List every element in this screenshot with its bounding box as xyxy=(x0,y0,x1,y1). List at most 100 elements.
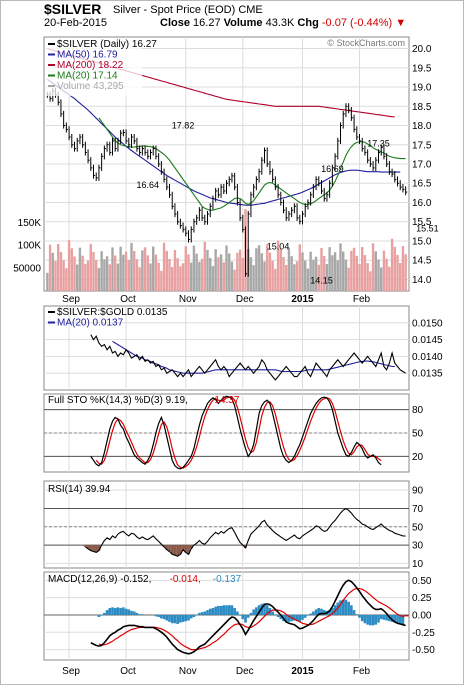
volume-bar xyxy=(138,267,141,291)
description-text: Silver - Spot Price (EOD) xyxy=(113,4,236,16)
rsi-oversold-fill xyxy=(83,545,87,547)
volume-bar xyxy=(51,252,54,291)
macd-histogram-bar xyxy=(230,605,234,615)
volume-bar xyxy=(103,259,106,291)
volume-bar xyxy=(181,263,185,291)
price-legend-box xyxy=(46,38,142,96)
volume-bar xyxy=(298,244,301,291)
volume-ytick-label: 150K xyxy=(18,218,42,229)
volume-bar xyxy=(399,263,402,291)
volume-bar xyxy=(306,268,310,291)
price-xtick-label: 2015 xyxy=(291,294,314,305)
price-ytick-label: 18.0 xyxy=(412,121,432,132)
volume-bar xyxy=(369,271,372,291)
volume-bar xyxy=(152,246,155,291)
macd-histogram-bar xyxy=(358,614,361,618)
down-arrow-icon: ▼ xyxy=(395,17,407,29)
volume-bar xyxy=(141,250,144,291)
macd-histogram-bar xyxy=(100,614,103,616)
close-value: 16.27 xyxy=(193,17,221,29)
macd-xtick-label: Sep xyxy=(62,666,80,677)
volume-bar xyxy=(260,253,263,291)
rsi-oversold-fill xyxy=(178,545,182,555)
volume-bar xyxy=(257,245,261,291)
ratio-line xyxy=(90,334,406,381)
volume-bar xyxy=(165,250,168,291)
rsi-oversold-fill xyxy=(176,545,180,557)
macd-xtick-label: Oct xyxy=(120,666,136,677)
ratio-ytick-label: 0.0150 xyxy=(412,318,443,329)
macd-histogram-bar xyxy=(398,614,402,624)
rsi-oversold-fill xyxy=(89,545,93,551)
volume-bar xyxy=(187,254,190,291)
volume-bar xyxy=(385,258,388,291)
macd-histogram-bar xyxy=(217,605,220,615)
watermark: © StockCharts.com xyxy=(327,38,405,48)
macd-histogram-bar xyxy=(369,614,372,626)
macd-histogram-bar xyxy=(322,610,326,615)
volume-bar xyxy=(130,242,133,291)
volume-bar xyxy=(86,260,90,291)
volume-bar xyxy=(149,263,152,291)
volume-bar xyxy=(209,258,212,291)
price-legend-4: Volume 43,295 xyxy=(57,81,124,92)
volume-bar xyxy=(157,262,160,291)
macd-legend-1: -0.014, xyxy=(170,574,201,585)
chart-date: 20-Feb-2015 xyxy=(44,17,107,29)
volume-bar xyxy=(105,256,109,291)
price-ytick-label: 20.0 xyxy=(412,44,432,55)
macd-histogram-bar xyxy=(396,614,399,624)
macd-histogram-bar xyxy=(176,614,179,624)
volume-bar xyxy=(228,253,231,291)
volume-bar xyxy=(374,251,377,291)
volume-bar xyxy=(100,251,103,291)
price-annotation: 15.04 xyxy=(267,241,290,251)
macd-histogram-bar xyxy=(219,605,223,615)
price-annotation: 17.82 xyxy=(172,120,195,130)
rsi-line xyxy=(85,507,406,557)
volume-bar xyxy=(46,272,49,291)
price-ytick-label: 14.0 xyxy=(412,275,432,286)
volume-bar xyxy=(361,247,364,291)
macd-histogram-bar xyxy=(360,614,364,622)
volume-bar xyxy=(276,240,280,291)
rsi-oversold-fill xyxy=(189,545,193,549)
volume-bar xyxy=(214,249,217,291)
rsi-ytick-label: 30 xyxy=(412,541,424,552)
macd-histogram-bar xyxy=(255,607,258,615)
price-xtick-label: Feb xyxy=(353,294,371,305)
macd-histogram-bar xyxy=(179,614,182,623)
macd-histogram-bar xyxy=(350,605,353,615)
volume-bar xyxy=(274,268,277,291)
volume-bar xyxy=(211,266,215,291)
volume-ytick-label: 50000 xyxy=(13,263,41,274)
macd-histogram-bar xyxy=(401,614,405,625)
macd-histogram-bar xyxy=(249,612,253,615)
rsi-oversold-fill xyxy=(170,545,174,555)
volume-bar xyxy=(81,255,84,291)
volume-bar xyxy=(143,247,147,291)
volume-bar xyxy=(168,258,171,291)
volume-bar xyxy=(57,243,60,291)
volume-bar xyxy=(179,266,182,291)
rsi-ytick-label: 10 xyxy=(412,559,424,570)
volume-bar xyxy=(48,244,52,291)
price-annotation: 15.51 xyxy=(416,223,439,233)
stoch-legend-0: Full STO %K(14,3) %D(3) 9.19, xyxy=(48,395,188,406)
volume-bar xyxy=(350,250,353,291)
macd-histogram-bar xyxy=(328,610,331,615)
volume-bar xyxy=(358,263,361,291)
volume-bar xyxy=(236,252,239,291)
macd-xtick-label: Nov xyxy=(179,666,197,677)
macd-histogram-bar xyxy=(317,608,321,615)
macd-histogram-bar xyxy=(203,611,207,615)
macd-histogram-bar xyxy=(320,608,323,615)
volume-bar xyxy=(325,264,329,291)
volume-bar xyxy=(238,249,242,291)
price-ytick-label: 17.5 xyxy=(412,140,432,151)
price-xtick-label: Dec xyxy=(236,294,254,305)
macd-histogram-bar xyxy=(312,611,315,615)
macd-histogram-bar xyxy=(341,599,345,615)
